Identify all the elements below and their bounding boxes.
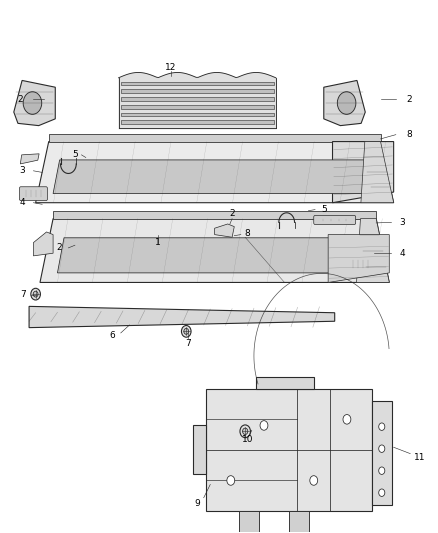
Circle shape [184, 328, 189, 334]
Circle shape [379, 489, 385, 496]
Text: 12: 12 [165, 63, 177, 71]
Polygon shape [49, 134, 381, 142]
Bar [121, 112, 274, 116]
Bar [121, 105, 274, 109]
Polygon shape [53, 211, 376, 219]
Text: 4: 4 [20, 198, 25, 207]
Circle shape [310, 475, 318, 485]
Text: 7: 7 [186, 339, 191, 348]
Polygon shape [332, 142, 394, 203]
Bar [289, 511, 309, 533]
Circle shape [240, 425, 251, 438]
Bar [256, 376, 314, 389]
Polygon shape [29, 306, 335, 328]
Text: 2: 2 [18, 94, 23, 103]
Text: 3: 3 [399, 218, 405, 227]
Polygon shape [33, 232, 53, 256]
Bar [121, 82, 274, 85]
FancyBboxPatch shape [346, 257, 374, 271]
Circle shape [343, 415, 351, 424]
Polygon shape [215, 224, 234, 237]
Polygon shape [53, 160, 372, 193]
Bar [193, 425, 206, 474]
Polygon shape [14, 80, 55, 126]
Circle shape [31, 288, 40, 300]
Bar [121, 90, 274, 93]
Circle shape [379, 467, 385, 474]
FancyBboxPatch shape [314, 215, 356, 224]
Polygon shape [35, 142, 394, 203]
Polygon shape [57, 238, 367, 273]
FancyBboxPatch shape [19, 187, 47, 200]
Circle shape [181, 326, 191, 337]
Text: 4: 4 [399, 249, 405, 258]
Text: 1: 1 [155, 238, 161, 247]
Circle shape [33, 291, 38, 297]
Polygon shape [324, 80, 365, 126]
Polygon shape [357, 219, 389, 282]
Circle shape [227, 475, 235, 485]
Circle shape [260, 421, 268, 430]
Text: 2: 2 [229, 209, 235, 218]
Circle shape [23, 92, 42, 114]
Polygon shape [20, 154, 39, 164]
Bar [206, 389, 372, 511]
Text: 6: 6 [109, 331, 115, 340]
Circle shape [379, 445, 385, 453]
Text: 5: 5 [72, 150, 78, 159]
Circle shape [379, 423, 385, 430]
Text: 2: 2 [57, 244, 63, 253]
Text: 11: 11 [414, 454, 426, 463]
Polygon shape [40, 219, 389, 282]
Text: 9: 9 [194, 498, 200, 507]
Bar [372, 401, 392, 505]
Text: 7: 7 [21, 290, 26, 299]
Text: 5: 5 [321, 205, 327, 214]
Text: 3: 3 [20, 166, 25, 175]
Text: 8: 8 [406, 130, 412, 139]
Circle shape [243, 428, 248, 434]
Text: 10: 10 [242, 435, 253, 444]
Bar [239, 511, 259, 533]
Bar [121, 97, 274, 101]
Polygon shape [361, 142, 394, 203]
Bar [121, 120, 274, 124]
Polygon shape [328, 235, 389, 282]
Text: 8: 8 [244, 229, 250, 238]
Circle shape [337, 92, 356, 114]
Text: 2: 2 [406, 94, 412, 103]
